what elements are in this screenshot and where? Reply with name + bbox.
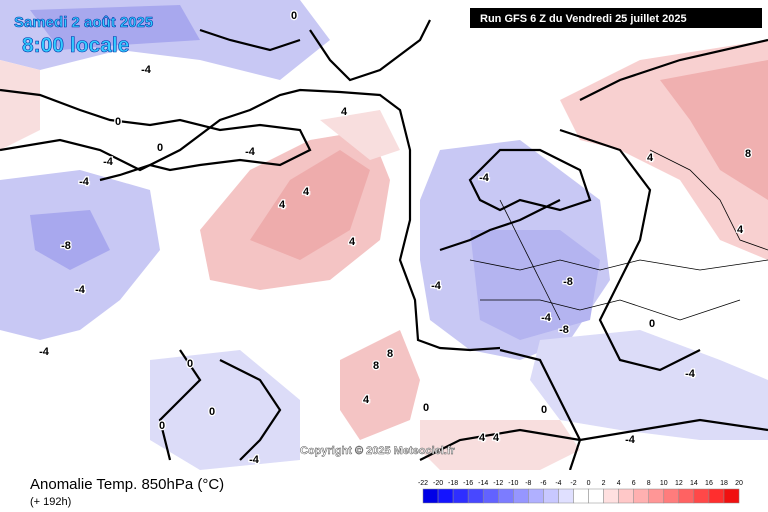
legend-tick-label: -4 [555,480,561,487]
contour-label: -4 [141,64,152,76]
contour-label: -4 [541,312,552,324]
legend-tick-label: 0 [587,480,591,487]
contour-label: 0 [157,142,163,154]
contour-label: 0 [209,406,215,418]
legend-swatch [723,488,740,504]
contour-label: -4 [685,368,696,380]
legend-swatch [482,488,499,504]
contour-label: 0 [187,358,193,370]
legend-tick-label: -20 [433,480,443,487]
contour-label: 4 [479,432,486,444]
contour-label: 4 [303,186,310,198]
legend-swatch [648,488,665,504]
legend-tick-label: -8 [525,480,531,487]
contour-label: -8 [61,240,71,252]
contour-label: -4 [79,176,90,188]
contour-label: 0 [423,402,429,414]
contour-label: 0 [291,10,297,22]
legend-tick-label: -18 [448,480,458,487]
legend-swatch [708,488,725,504]
legend-swatch [467,488,484,504]
legend-tick-label: -2 [570,480,576,487]
legend-tick-label: -14 [478,480,488,487]
legend-swatch [663,488,680,504]
contour-label: 8 [745,148,751,160]
legend-swatch [633,488,650,504]
copyright: Copyright © 2025 Meteociel.fr [300,445,456,457]
legend-swatch [528,488,544,504]
legend-tick-label: 16 [705,480,713,487]
legend-swatch [588,488,604,504]
legend-swatch [693,488,710,504]
contour-label: 4 [647,152,654,164]
legend-tick-label: 14 [690,480,698,487]
contour-label: 0 [541,404,547,416]
legend-swatch [678,488,695,504]
legend-swatch [513,488,529,504]
legend-swatch [452,488,469,504]
coastlines [0,19,768,471]
contour-label: -8 [563,276,573,288]
contour-label: 8 [387,348,393,360]
run-info: Run GFS 6 Z du Vendredi 25 juillet 2025 [480,13,687,25]
forecast-lead: (+ 192h) [30,496,71,508]
contour-label: -4 [625,434,636,446]
legend-tick-label: 20 [735,480,743,487]
contour-label: 0 [159,420,165,432]
contour-label: -4 [75,284,86,296]
contour-labels: 0 -4 0 -4 -4 0 -4 4 4 4 -8 -4 -4 4 8 -4 … [38,9,752,468]
legend-swatch [618,488,634,504]
legend-tick-label: 10 [660,480,668,487]
legend-tick-label: 8 [647,480,651,487]
anomaly-fields [0,0,768,470]
contour-label: -4 [249,454,260,466]
contour-label: 8 [373,360,379,372]
legend-tick-label: -6 [540,480,546,487]
contour-label: -4 [245,146,256,158]
legend-tick-label: 12 [675,480,683,487]
legend-tick-label: 6 [632,480,636,487]
legend-swatch [422,488,439,504]
legend-swatch [558,488,574,504]
contour-label: 0 [649,318,655,330]
contour-label: 4 [493,432,500,444]
contour-label: -4 [431,280,442,292]
footer-title: Anomalie Temp. 850hPa (°C) [30,476,224,493]
contour-label: 0 [115,116,121,128]
legend-tick-label: -12 [493,480,503,487]
forecast-time: 8:00 locale [22,34,129,57]
legend-swatch [603,488,619,504]
legend-swatch [543,488,559,504]
contour-label: 4 [279,199,286,211]
legend-tick-label: 2 [602,480,606,487]
contour-label: 4 [349,236,356,248]
contour-label: -4 [103,156,114,168]
color-legend: -22 -20 -18 -16 -14 -12 -10 -8 -6 -4 -2 0 2 4 6 8 10 12 14… [418,480,743,504]
run-banner [470,8,762,28]
forecast-date: Samedi 2 août 2025 [14,14,153,31]
contour-label: -8 [559,324,569,336]
legend-tick-label: 4 [617,480,621,487]
contour-label: 4 [341,106,348,118]
legend-tick-label: -10 [508,480,518,487]
legend-swatch [498,488,514,504]
legend-tick-label: -22 [418,480,428,487]
legend-swatch [573,488,589,504]
contour-label: -4 [39,346,50,358]
contour-label: -4 [479,172,490,184]
contour-label: 4 [737,224,744,236]
contour-label: 4 [363,394,370,406]
legend-swatch [437,488,454,504]
legend-tick-label: 18 [720,480,728,487]
legend-tick-label: -16 [463,480,473,487]
